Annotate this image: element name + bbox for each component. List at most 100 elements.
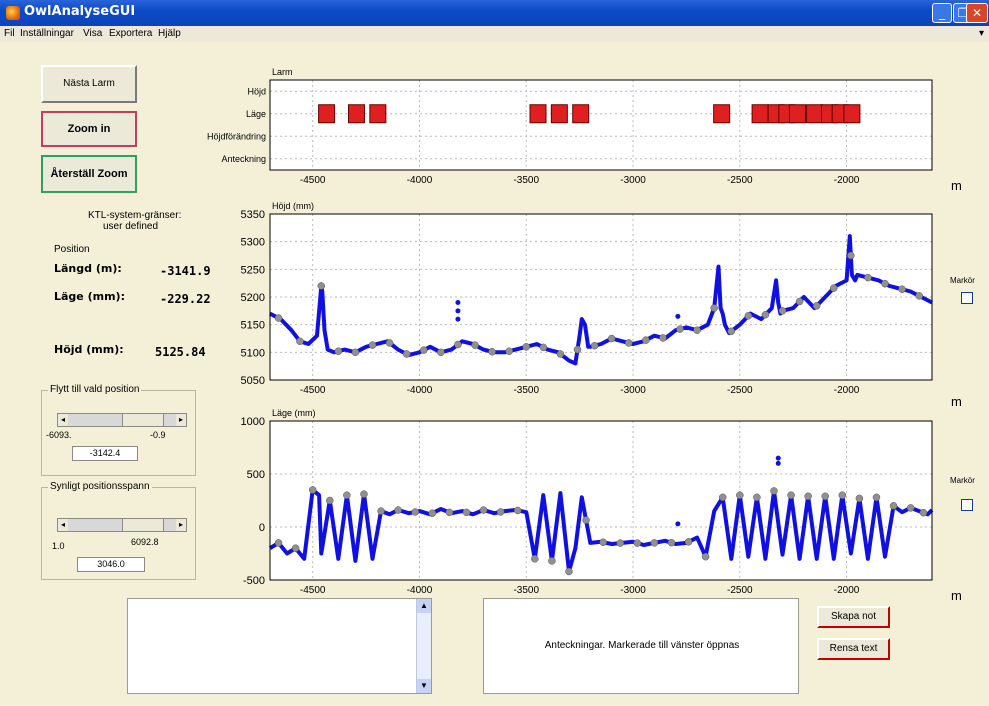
title-bar: OwlAnalyseGUI _ ❐ ✕ (0, 0, 989, 26)
data-marker-point (889, 502, 898, 510)
data-marker-point (437, 348, 445, 357)
position-edit-field[interactable]: -3142.4 (72, 446, 138, 461)
length-value: -3141.9 (160, 264, 211, 278)
span-slider[interactable]: ◂ ▸ (57, 518, 187, 532)
data-marker-point (505, 347, 513, 355)
data-marker-point (642, 336, 650, 344)
data-marker-point (556, 350, 565, 358)
position-slider[interactable]: ◂ ▸ (57, 413, 187, 427)
alarm-marker (788, 104, 806, 124)
slider-right-arrow-icon[interactable]: ▸ (176, 414, 186, 426)
x-tick-label: -2000 (834, 385, 860, 396)
x-tick-label: -4000 (407, 385, 433, 396)
span-edit-field[interactable]: 3046.0 (77, 557, 145, 572)
y-tick-label: 5200 (241, 292, 265, 304)
scroll-up-arrow-icon[interactable]: ▲ (417, 599, 431, 613)
create-note-button[interactable]: Skapa not (817, 606, 890, 628)
y-tick-label: 5350 (241, 209, 265, 221)
data-marker-point (906, 504, 915, 512)
menu-view[interactable]: Visa (83, 28, 103, 39)
menu-export[interactable]: Exportera (109, 28, 153, 39)
span-slider-right-arrow-icon[interactable]: ▸ (176, 519, 186, 531)
data-marker-point (334, 347, 343, 355)
span-slider-thumb[interactable] (122, 519, 164, 531)
data-marker-point (428, 509, 437, 517)
alarm-marker (347, 104, 365, 124)
close-button[interactable]: ✕ (966, 3, 988, 23)
category-label-0: Höjd (247, 86, 266, 96)
data-marker-point (847, 251, 855, 260)
x-tick-label: -4500 (300, 175, 326, 186)
y-tick-label: 5100 (241, 347, 265, 359)
data-marker-point (838, 491, 847, 499)
ktl-limits-label: KTL-system-gränser: (88, 210, 182, 221)
y-tick-label: -500 (243, 575, 265, 587)
data-marker-point (402, 350, 411, 358)
alarm-marker (806, 104, 824, 124)
clear-text-button[interactable]: Rensa text (817, 638, 890, 660)
data-marker-point (761, 310, 770, 319)
note-text-box[interactable]: Anteckningar. Markerade till vänster öpp… (483, 598, 799, 694)
data-marker-point (291, 544, 300, 552)
data-marker-point (795, 297, 804, 306)
x-tick-label: -2500 (727, 175, 753, 186)
menu-settings[interactable]: Inställningar (20, 28, 74, 39)
data-marker-point (326, 496, 334, 505)
height-marker-checkbox[interactable] (961, 292, 973, 304)
minimize-button[interactable]: _ (932, 3, 952, 23)
data-marker-point (471, 341, 479, 349)
menu-help[interactable]: Hjälp (158, 28, 181, 39)
y-tick-label: 500 (247, 469, 265, 481)
alarm-marker (778, 104, 796, 124)
y-tick-label: 5250 (241, 264, 265, 276)
data-marker-point (548, 557, 556, 565)
visible-span-group: Synligt positionsspann (41, 481, 196, 580)
x-tick-label: -4500 (300, 585, 326, 596)
data-marker-point (787, 491, 795, 499)
data-marker-point (701, 552, 710, 561)
data-marker-point (830, 284, 838, 292)
x-tick-label: -2500 (727, 385, 753, 396)
data-marker-point (727, 327, 736, 336)
alarm-marker (751, 104, 769, 124)
x-tick-label: -3500 (513, 585, 539, 596)
data-marker-point (462, 508, 471, 517)
x-tick-label: -3000 (620, 175, 646, 186)
height-x-unit: m (951, 394, 962, 409)
x-tick-label: -3000 (620, 385, 646, 396)
length-label: Längd (m): (54, 262, 122, 275)
outlier-point (775, 455, 781, 461)
notes-scrollbar[interactable]: ▲ ▼ (416, 599, 431, 693)
lateral-marker-checkbox[interactable] (961, 499, 973, 511)
notes-list-box[interactable]: ▲ ▼ (127, 598, 432, 694)
slider-thumb[interactable] (122, 414, 164, 426)
position-slider-min: -6093. (46, 430, 72, 440)
data-marker-point (573, 345, 582, 354)
lateral-label: Läge (mm): (54, 290, 125, 303)
data-marker-point (317, 282, 326, 290)
data-marker-point (351, 348, 360, 357)
scroll-down-arrow-icon[interactable]: ▼ (417, 679, 431, 693)
data-marker-point (496, 508, 505, 516)
data-marker-point (812, 302, 821, 310)
alarm-marker (572, 104, 590, 124)
data-marker-point (710, 304, 718, 312)
menu-file[interactable]: Fil (4, 28, 15, 39)
x-tick-label: -3000 (620, 585, 646, 596)
span-slider-left-arrow-icon[interactable]: ◂ (58, 519, 68, 531)
data-marker-point (676, 325, 684, 333)
slider-left-arrow-icon[interactable]: ◂ (58, 414, 68, 426)
data-marker-point (915, 292, 923, 300)
height-value: 5125.84 (155, 345, 206, 359)
menu-overflow-icon[interactable]: ▾ (979, 28, 985, 39)
next-alarm-button[interactable]: Nästa Larm (41, 65, 137, 103)
zoom-in-button[interactable]: Zoom in (41, 111, 137, 147)
reset-zoom-button[interactable]: Återställ Zoom (41, 155, 137, 193)
data-marker-point (898, 285, 906, 294)
data-marker-point (659, 334, 667, 342)
plot-area-1 (269, 213, 933, 381)
y-tick-label: 0 (259, 522, 265, 534)
y-tick-label: 1000 (241, 416, 265, 428)
alarm-marker (550, 104, 568, 124)
lateral-x-unit: m (951, 588, 962, 603)
